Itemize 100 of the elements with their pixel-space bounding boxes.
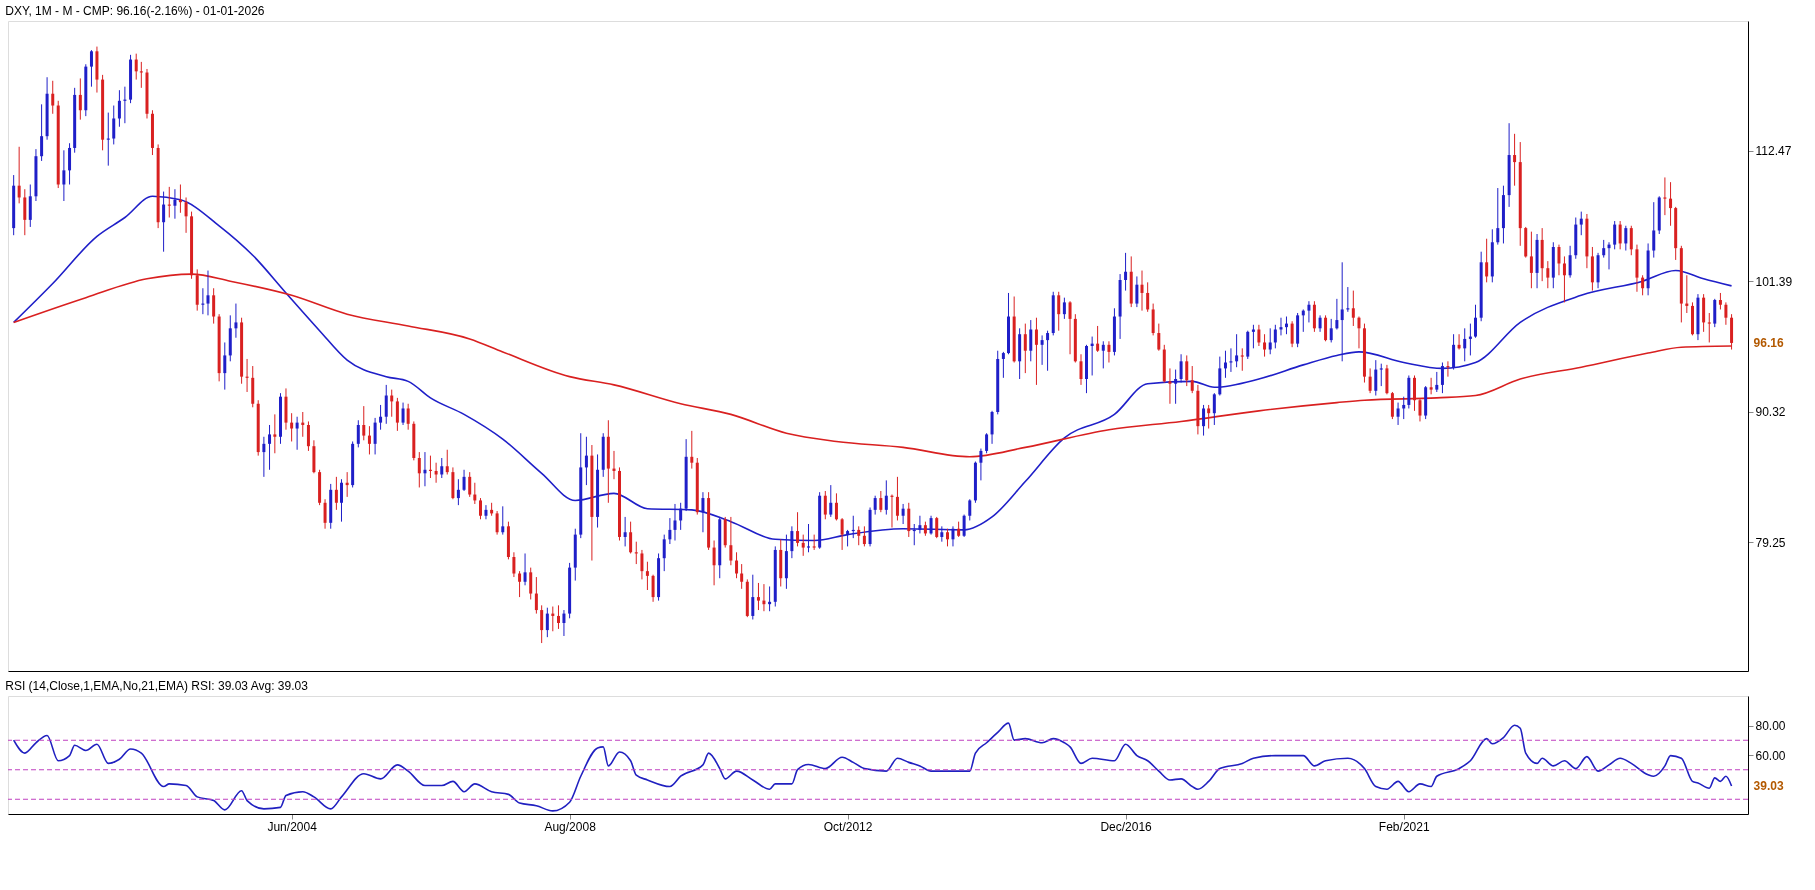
candlestick <box>1357 316 1361 349</box>
candlestick <box>1168 367 1172 405</box>
candlestick <box>1546 260 1550 289</box>
candlestick <box>523 552 527 586</box>
candlestick <box>1118 273 1122 340</box>
candlestick <box>401 402 405 426</box>
candlestick <box>312 439 316 474</box>
candlestick <box>1362 323 1366 384</box>
candlestick <box>1312 300 1316 333</box>
annotation: 96.16 <box>1753 335 1784 350</box>
candlestick <box>684 438 688 512</box>
y-tick-label: 90.32 <box>1755 405 1786 420</box>
candlestick <box>596 453 600 529</box>
candlestick <box>668 517 672 545</box>
candlestick <box>901 503 905 525</box>
chart-title: DXY, 1M - M - CMP: 96.16(-2.16%) - 01-01-2026 <box>5 4 265 18</box>
candlestick <box>495 510 499 536</box>
candlestick <box>484 504 488 520</box>
candlestick <box>1524 226 1528 259</box>
annotation: 39.03 <box>1753 778 1784 793</box>
candlestick <box>1657 195 1661 235</box>
candlestick <box>340 478 343 523</box>
candlestick <box>1390 391 1394 420</box>
candlestick <box>1246 330 1250 360</box>
candlestick <box>323 498 327 530</box>
candlestick <box>1674 206 1678 261</box>
candlestick <box>979 448 983 481</box>
candlestick <box>1557 244 1561 276</box>
candlestick <box>1240 347 1244 372</box>
candlestick <box>973 461 977 504</box>
candlestick <box>139 61 143 89</box>
candlestick <box>1368 367 1372 394</box>
candlestick <box>1096 325 1100 353</box>
candlestick <box>1034 317 1038 386</box>
candlestick <box>1669 181 1673 227</box>
candlestick <box>445 449 449 475</box>
candlestick <box>373 417 377 455</box>
candlestick <box>1340 261 1344 362</box>
candlestick <box>367 425 371 455</box>
candlestick <box>1107 340 1111 363</box>
candlestick <box>629 521 633 554</box>
candlestick <box>645 561 649 591</box>
y-tick-label: 79.25 <box>1755 535 1786 550</box>
candlestick <box>1507 122 1511 208</box>
candlestick <box>1407 374 1411 409</box>
candlestick <box>1335 298 1339 330</box>
x-tick-label: Dec/2016 <box>1100 819 1153 834</box>
candlestick <box>996 350 1000 415</box>
candlestick <box>51 80 55 115</box>
candlestick <box>1613 220 1617 250</box>
candlestick <box>112 105 116 145</box>
x-tick-label: Jun/2004 <box>267 819 318 834</box>
candlestick <box>1273 324 1277 349</box>
candlestick <box>1268 327 1272 355</box>
candlestick <box>101 74 105 151</box>
candlestick <box>707 491 711 551</box>
candlestick <box>601 432 605 478</box>
candlestick <box>45 76 49 141</box>
candlestick <box>1652 201 1656 259</box>
candlestick <box>1073 313 1077 363</box>
candlestick <box>968 498 972 521</box>
candlestick <box>579 432 583 539</box>
candlestick <box>1641 274 1645 296</box>
candlestick <box>1435 371 1439 393</box>
candlestick <box>262 436 266 478</box>
candlestick <box>1290 320 1294 348</box>
candlestick <box>1329 318 1333 343</box>
candlestick <box>695 457 699 516</box>
candlestick <box>823 490 827 520</box>
candlestick <box>840 517 844 551</box>
candlestick <box>1263 333 1267 358</box>
candlestick <box>701 491 705 533</box>
candlestick <box>1257 324 1261 347</box>
candlestick <box>1124 252 1128 292</box>
candlestick <box>1146 281 1150 313</box>
candlestick <box>1051 291 1055 336</box>
candlestick <box>1479 251 1483 322</box>
x-tick-label: Oct/2012 <box>823 819 873 834</box>
candlestick <box>279 392 282 445</box>
candlestick <box>329 483 333 530</box>
candlestick <box>640 549 644 580</box>
candlestick <box>735 551 739 579</box>
candlestick <box>1413 374 1416 412</box>
candlestick <box>1452 333 1456 371</box>
candlestick <box>657 552 661 602</box>
candlestick <box>834 492 838 521</box>
candlestick <box>723 516 727 549</box>
candlestick <box>1062 297 1066 320</box>
candlestick <box>1463 327 1467 362</box>
candlestick <box>773 545 777 608</box>
candlestick <box>1229 347 1233 373</box>
candlestick <box>929 515 933 536</box>
candlestick <box>1129 255 1133 308</box>
candlestick <box>1029 319 1033 362</box>
candlestick <box>935 516 939 539</box>
candlestick <box>1646 242 1650 296</box>
candlestick <box>1374 359 1378 397</box>
candlestick <box>801 534 805 557</box>
candlestick <box>862 525 866 547</box>
candlestick <box>540 604 544 644</box>
